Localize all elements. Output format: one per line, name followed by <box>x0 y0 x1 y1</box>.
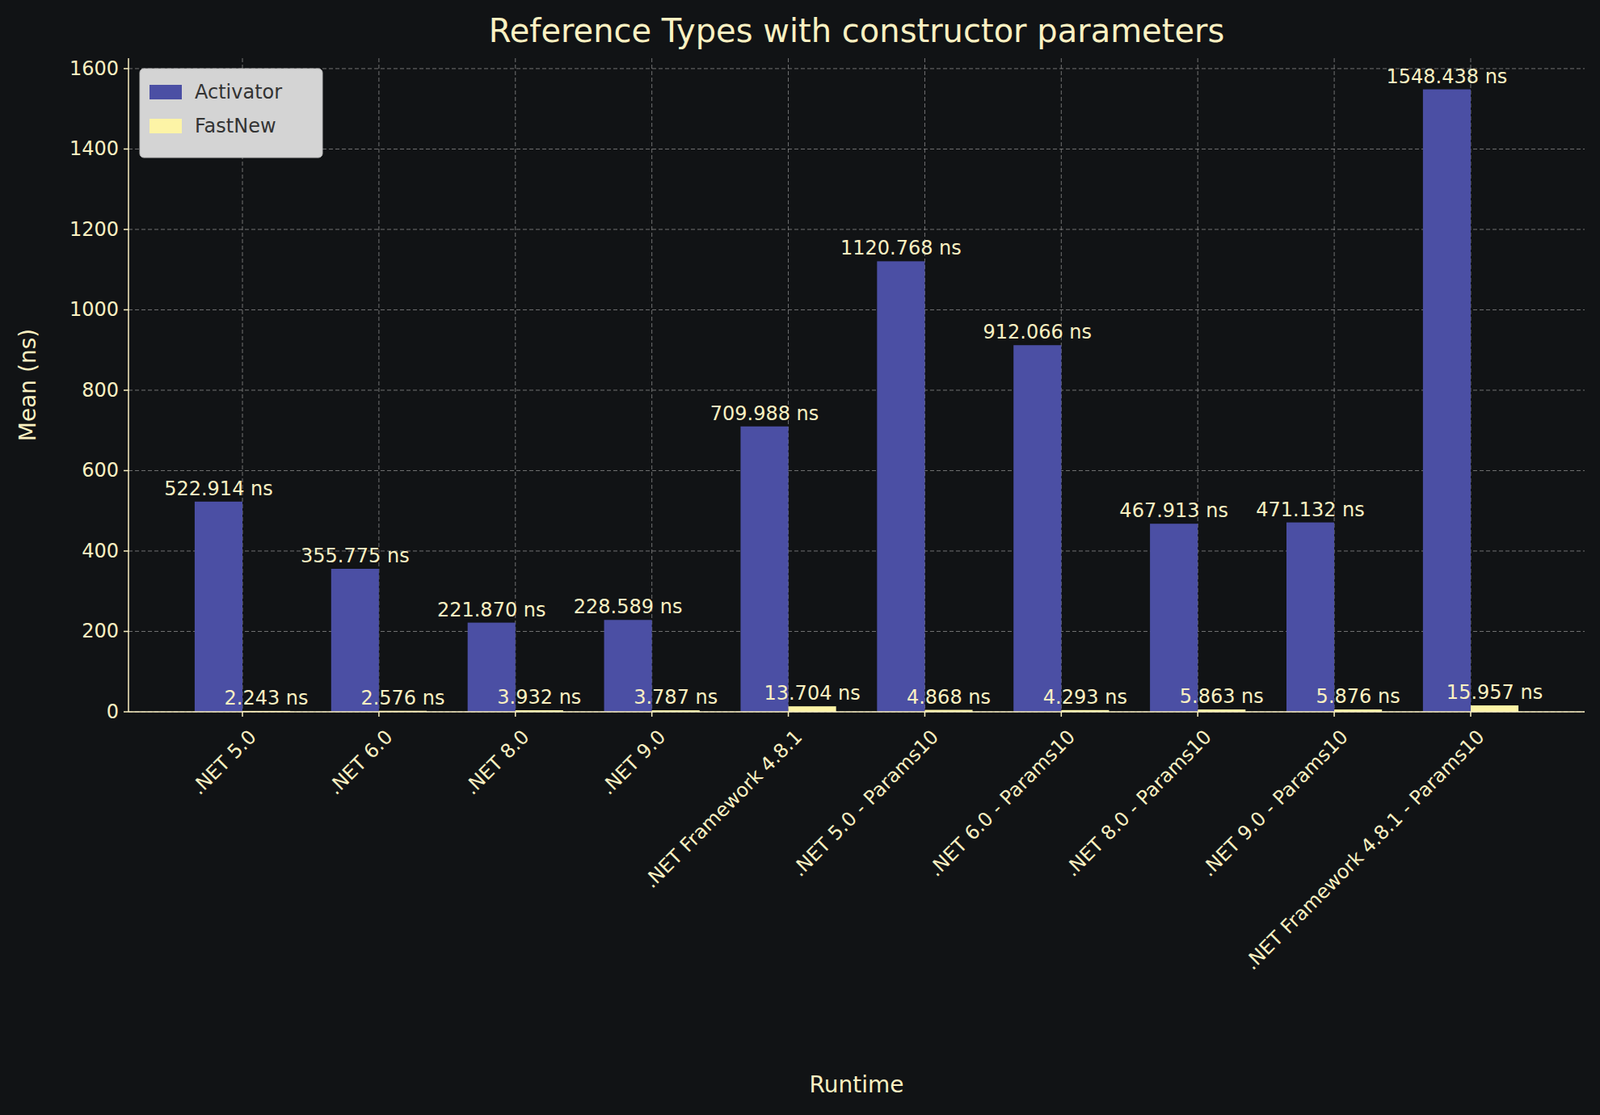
y-tick <box>123 711 129 713</box>
legend: Activator FastNew <box>139 68 323 158</box>
y-tick <box>123 148 129 151</box>
data-label: 912.066 ns <box>982 320 1092 344</box>
y-tick <box>123 389 129 392</box>
y-tick <box>123 228 129 231</box>
data-label: 471.132 ns <box>1255 498 1365 522</box>
bar <box>1013 345 1062 712</box>
x-tick <box>924 711 927 717</box>
background <box>0 0 1600 1115</box>
grid-line-y <box>128 228 1585 230</box>
x-tick-label: .NET 6.0 <box>323 725 397 800</box>
data-label: 1120.768 ns <box>840 236 962 260</box>
x-tick <box>241 711 244 717</box>
x-tick-label: .NET Framework 4.8.1 - Params10 <box>1240 725 1490 975</box>
legend-swatch <box>149 84 182 100</box>
data-label: 15.957 ns <box>1446 681 1543 704</box>
title: Reference Types with constructor paramet… <box>488 12 1226 50</box>
x-tick-label: .NET 5.0 <box>186 725 261 800</box>
y-tick-label: 0 <box>106 700 119 724</box>
x-tick <box>651 711 653 717</box>
y-tick <box>123 470 129 472</box>
x-tick <box>1061 711 1063 717</box>
data-label: 5.863 ns <box>1179 685 1264 708</box>
y-tick <box>123 631 129 633</box>
bar <box>788 706 837 712</box>
x-tick <box>378 711 380 717</box>
x-tick-label: .NET 9.0 <box>596 725 670 800</box>
data-label: 2.576 ns <box>360 686 445 710</box>
y-tick-label: 1200 <box>69 218 119 241</box>
bar <box>1423 89 1471 712</box>
y-tick-label: 1600 <box>69 57 119 80</box>
data-label: 467.913 ns <box>1119 499 1229 523</box>
x-tick <box>1469 711 1472 717</box>
legend-box <box>139 68 323 158</box>
y-axis-label: Mean (ns) <box>14 328 42 442</box>
data-label: 709.988 ns <box>710 402 820 426</box>
bars <box>194 89 1519 712</box>
x-tick-label: .NET 8.0 <box>459 725 534 800</box>
x-tick <box>787 711 790 717</box>
y-tick-label: 1400 <box>69 137 119 160</box>
grid-line-y <box>128 389 1585 391</box>
data-label: 4.868 ns <box>906 686 991 709</box>
y-tick-label: 800 <box>81 378 119 402</box>
x-tick-label: .NET 9.0 - Params10 <box>1196 725 1352 881</box>
bar <box>1470 705 1519 712</box>
bar <box>1286 522 1335 712</box>
y-tick-label: 400 <box>81 539 119 563</box>
data-label: 221.870 ns <box>437 598 547 622</box>
x-tick <box>1333 711 1335 717</box>
x-tick-label: .NET 5.0 - Params10 <box>787 725 944 881</box>
data-label: 3.787 ns <box>633 686 718 709</box>
bar <box>876 261 925 712</box>
x-tick-label: .NET 8.0 - Params10 <box>1060 725 1216 881</box>
data-label: 522.914 ns <box>164 477 274 501</box>
data-label: 355.775 ns <box>300 544 410 568</box>
x-axis-label: Runtime <box>809 1071 905 1099</box>
x-tick <box>1196 711 1199 717</box>
x-tick <box>514 711 517 717</box>
legend-swatch <box>149 118 182 134</box>
grid-line-y <box>128 309 1585 311</box>
x-axis <box>128 711 1585 713</box>
y-axis <box>127 58 130 712</box>
legend-label: Activator <box>194 80 283 104</box>
bar <box>1149 523 1198 712</box>
data-label: 13.704 ns <box>763 682 860 705</box>
chart: 522.914 ns 355.775 ns 221.870 ns 228.589 ns… <box>0 0 1600 1115</box>
x-tick-label: .NET 6.0 - Params10 <box>924 725 1080 881</box>
y-tick <box>123 550 129 552</box>
data-label: 5.876 ns <box>1316 685 1401 708</box>
x-tick-label: .NET Framework 4.8.1 <box>639 725 807 893</box>
data-label: 1548.438 ns <box>1385 65 1508 89</box>
grid-line-y <box>128 711 1585 713</box>
data-label: 228.589 ns <box>573 595 683 619</box>
y-tick-label: 600 <box>81 458 119 482</box>
y-tick-label: 1000 <box>69 298 119 321</box>
bar <box>194 501 243 712</box>
y-tick <box>123 67 129 70</box>
data-label: 3.932 ns <box>496 686 582 709</box>
legend-label: FastNew <box>194 114 277 138</box>
y-tick <box>123 309 129 312</box>
data-label: 2.243 ns <box>224 686 309 710</box>
data-label: 4.293 ns <box>1043 686 1128 709</box>
y-tick-label: 200 <box>81 619 119 643</box>
grid-line-y <box>128 148 1585 150</box>
grid-line-y <box>128 67 1585 69</box>
bar <box>740 426 788 712</box>
grid-line-y <box>128 470 1585 472</box>
